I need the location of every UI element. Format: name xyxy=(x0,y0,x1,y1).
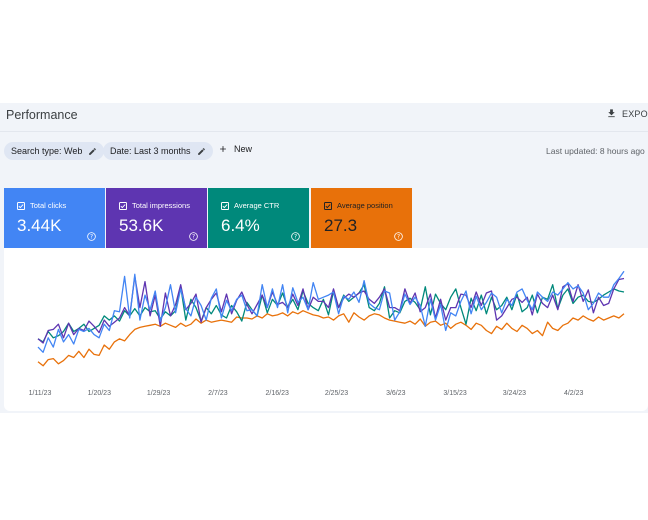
metric-card-total-impressions[interactable]: Total impressions 53.6K ? xyxy=(106,188,207,248)
download-icon xyxy=(608,109,615,118)
series-line-average-position xyxy=(37,310,625,367)
series-line-total-clicks xyxy=(37,270,625,353)
metric-value: 53.6K xyxy=(119,216,164,235)
new-filter-button[interactable]: New xyxy=(218,144,252,154)
x-tick-label: 3/24/23 xyxy=(503,390,526,397)
performance-chart-area: 1/11/23 1/20/23 1/29/23 2/7/23 2/16/23 2/25/2… xyxy=(4,248,648,411)
metric-value: 3.44K xyxy=(17,216,62,235)
metric-label: Average position xyxy=(337,201,393,210)
svg-text:?: ? xyxy=(294,235,297,241)
edit-icon xyxy=(89,147,97,155)
x-tick-label: 2/25/23 xyxy=(325,390,348,397)
help-icon[interactable]: ? xyxy=(189,232,198,241)
checkbox-checked-icon xyxy=(119,201,127,210)
metric-value: 6.4% xyxy=(221,216,260,235)
metric-card-average-position[interactable]: Average position 27.3 ? xyxy=(311,188,412,248)
performance-line-chart: 1/11/23 1/20/23 1/29/23 2/7/23 2/16/23 2/25/2… xyxy=(29,270,625,397)
series-line-average-ctr xyxy=(37,284,625,343)
search-type-label: Search type: Web xyxy=(11,146,83,156)
plus-icon xyxy=(220,146,226,152)
search-type-chip[interactable]: Search type: Web xyxy=(4,142,105,160)
svg-text:?: ? xyxy=(90,235,93,241)
x-tick-label: 2/16/23 xyxy=(266,390,289,397)
date-range-chip[interactable]: Date: Last 3 months xyxy=(103,142,213,160)
checkbox-checked-icon xyxy=(17,201,25,210)
page-title: Performance xyxy=(6,108,78,122)
metric-value: 27.3 xyxy=(324,216,358,235)
last-updated-text: Last updated: 8 hours ago xyxy=(546,146,645,156)
x-tick-label: 3/6/23 xyxy=(386,390,406,397)
x-tick-label: 1/11/23 xyxy=(29,390,52,397)
x-tick-label: 1/29/23 xyxy=(147,390,170,397)
metric-label: Total clicks xyxy=(30,201,67,210)
metric-card-average-ctr[interactable]: Average CTR 6.4% ? xyxy=(208,188,309,248)
date-range-label: Date: Last 3 months xyxy=(110,146,191,156)
x-tick-label: 4/2/23 xyxy=(564,390,584,397)
export-button[interactable]: EXPORT xyxy=(606,108,648,119)
help-icon[interactable]: ? xyxy=(87,232,96,241)
svg-text:?: ? xyxy=(192,235,195,241)
x-tick-label: 2/7/23 xyxy=(208,390,228,397)
metric-card-total-clicks[interactable]: Total clicks 3.44K ? xyxy=(4,188,105,248)
x-tick-label: 1/20/23 xyxy=(88,390,111,397)
checkbox-checked-icon xyxy=(324,201,332,210)
help-icon[interactable]: ? xyxy=(291,232,300,241)
svg-text:?: ? xyxy=(397,235,400,241)
header-divider xyxy=(0,131,648,132)
edit-icon xyxy=(197,147,205,155)
help-icon[interactable]: ? xyxy=(394,232,403,241)
x-tick-label: 3/15/23 xyxy=(443,390,466,397)
metric-label: Average CTR xyxy=(234,201,280,210)
new-filter-label: New xyxy=(234,144,253,154)
export-label: EXPORT xyxy=(622,108,648,119)
metric-label: Total impressions xyxy=(132,201,190,210)
checkbox-checked-icon xyxy=(221,201,229,210)
